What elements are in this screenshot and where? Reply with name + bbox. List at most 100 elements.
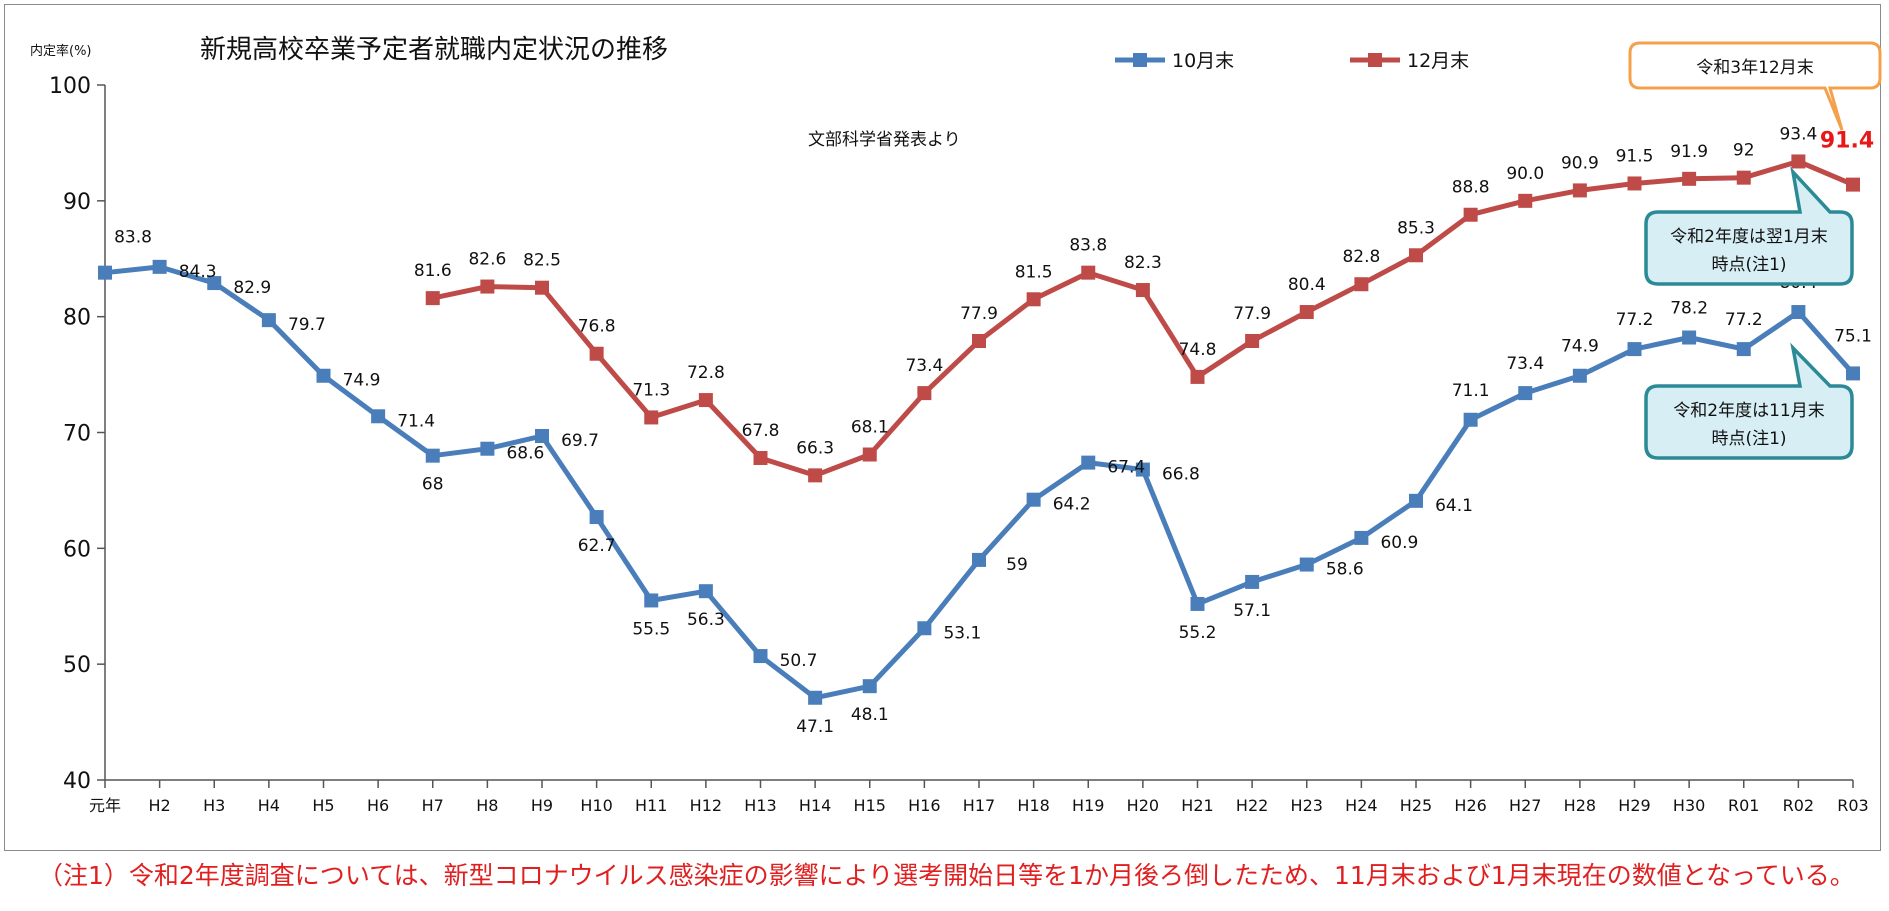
data-point	[1190, 369, 1205, 384]
data-label: 50.7	[780, 651, 818, 671]
callout-r02-dec: 令和2年度は翌1月末 時点(注1)	[1644, 166, 1854, 286]
data-point	[1409, 248, 1423, 263]
callout-r02-dec-line2: 時点(注1)	[1711, 255, 1786, 275]
data-point	[698, 393, 713, 408]
data-label: 90.0	[1506, 164, 1544, 184]
data-point	[261, 313, 276, 328]
data-point	[698, 584, 713, 599]
data-point	[1627, 342, 1642, 357]
legend-label-dec: 12月末	[1407, 50, 1469, 72]
data-point	[425, 448, 440, 463]
x-tick-label: H3	[203, 796, 225, 815]
data-point	[1135, 462, 1150, 477]
data-point	[1026, 492, 1041, 507]
data-label: 92	[1733, 141, 1755, 161]
data-label: 91.9	[1670, 142, 1708, 162]
data-labels: 83.8 84.3 82.9 79.7 74.9 71.4 68 68.6 69.7 62.7 55…	[114, 124, 1874, 736]
callout-r03: 令和3年12月末	[1628, 41, 1882, 131]
x-tick-label: H9	[531, 796, 553, 815]
data-point	[1791, 305, 1806, 320]
data-label: 93.4	[1779, 124, 1817, 144]
data-label: 82.8	[1342, 247, 1380, 267]
data-point	[152, 259, 167, 274]
x-tick-label: H13	[744, 796, 776, 815]
data-label: 82.6	[468, 250, 506, 270]
x-tick-label: H30	[1673, 796, 1705, 815]
data-label: 68.6	[506, 444, 544, 464]
legend: 10月末 12月末	[1115, 50, 1469, 72]
data-label: 77.2	[1616, 310, 1654, 330]
data-label: 77.9	[960, 304, 998, 324]
data-point	[862, 679, 877, 694]
data-point	[917, 386, 932, 401]
data-label: 47.1	[796, 717, 834, 737]
data-label: 56.3	[687, 610, 725, 630]
x-tick-label: H16	[908, 796, 940, 815]
callout-r02-oct-line2: 時点(注1)	[1711, 429, 1786, 449]
data-point	[1354, 277, 1369, 292]
x-tick-label: H4	[258, 796, 280, 815]
x-tick-label: H8	[476, 796, 498, 815]
data-point	[425, 291, 440, 306]
data-label: 57.1	[1233, 601, 1271, 621]
x-tick-label: R01	[1728, 796, 1759, 815]
data-point	[808, 690, 823, 705]
x-tick-label: H21	[1181, 796, 1213, 815]
footnote: （注1）令和2年度調査については、新型コロナウイルス感染症の影響により選考開始日…	[38, 861, 1855, 890]
data-point	[1299, 305, 1314, 320]
data-point	[972, 333, 986, 348]
y-tick-label: 60	[63, 537, 91, 562]
x-tick-label: H20	[1127, 796, 1159, 815]
data-label: 71.4	[397, 411, 435, 431]
x-tick-label: H18	[1017, 796, 1049, 815]
data-point	[1026, 292, 1041, 307]
y-axis-label: 内定率(%)	[30, 43, 92, 59]
axes: 40 50 60 70 80 90 100 元年 H2 H3 H4 H5 H6 H7 H8 H9 H10 H11 H…	[49, 74, 1869, 815]
data-points	[98, 154, 1860, 705]
data-label: 67.4	[1107, 458, 1145, 478]
x-tick-label: H14	[799, 796, 831, 815]
data-label: 60.9	[1380, 533, 1418, 553]
x-tick-label: H5	[312, 796, 334, 815]
y-tick-label: 70	[63, 422, 91, 447]
data-point	[1354, 530, 1369, 545]
data-point	[1463, 207, 1478, 222]
x-tick-label: 元年	[89, 796, 121, 815]
data-point	[589, 346, 604, 361]
data-label: 71.3	[632, 380, 670, 400]
x-tick-label: R02	[1783, 796, 1814, 815]
y-tick-label: 40	[63, 769, 91, 794]
data-label: 81.6	[414, 261, 452, 281]
x-tick-label: H24	[1345, 796, 1377, 815]
data-point	[917, 621, 932, 636]
data-point	[1682, 330, 1697, 345]
x-tick-label: H10	[580, 796, 612, 815]
data-label: 74.9	[1561, 337, 1599, 357]
data-point	[1135, 283, 1150, 298]
data-point	[1518, 193, 1533, 208]
data-point	[371, 409, 386, 424]
legend-marker-oct	[1133, 53, 1147, 67]
data-label: 68.1	[851, 418, 889, 438]
data-label: 73.4	[905, 356, 943, 376]
data-point	[98, 265, 112, 280]
data-point	[480, 441, 495, 456]
data-label: 66.3	[796, 438, 834, 458]
data-point	[753, 649, 768, 664]
data-label: 85.3	[1397, 218, 1435, 238]
data-label: 91.4	[1820, 129, 1874, 154]
data-point	[753, 450, 768, 465]
data-label: 90.9	[1561, 153, 1599, 173]
x-tick-label: H15	[854, 796, 886, 815]
x-tick-label: H25	[1400, 796, 1432, 815]
data-point	[644, 593, 659, 608]
line-chart: 新規高校卒業予定者就職内定状況の推移 文部科学省発表より 内定率(%) 10月末…	[30, 35, 1882, 815]
x-tick-label: H17	[963, 796, 995, 815]
data-point	[1682, 171, 1697, 186]
x-tick-label: H28	[1564, 796, 1596, 815]
data-label: 78.2	[1670, 299, 1708, 319]
data-point	[1627, 176, 1642, 191]
data-label: 64.1	[1435, 496, 1473, 516]
data-label: 82.9	[233, 278, 271, 298]
data-label: 75.1	[1834, 326, 1872, 346]
